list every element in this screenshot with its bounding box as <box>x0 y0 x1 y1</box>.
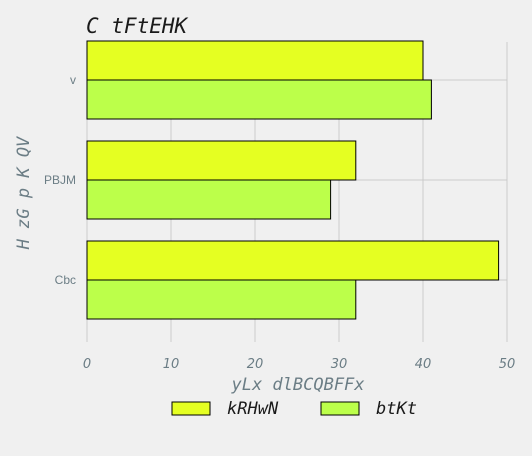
x-tick-label: 50 <box>499 357 516 372</box>
bar-btKt-PBJM <box>87 180 331 219</box>
x-tick-label: 0 <box>83 357 91 372</box>
legend: kRHwN btKt <box>172 399 417 419</box>
legend-swatch-kRHwN <box>172 402 210 415</box>
x-tick-label: 40 <box>415 357 432 372</box>
bar-kRHwN-v <box>87 41 423 80</box>
legend-label-btKt: btKt <box>376 399 417 419</box>
x-tick-labels: 0 10 20 30 40 50 <box>83 357 515 372</box>
x-tick-label: 10 <box>163 357 180 372</box>
y-tick-label: v <box>70 73 76 87</box>
bar-kRHwN-PBJM <box>87 141 356 180</box>
chart-title: C tFtEHK <box>86 14 189 38</box>
x-tick-label: 30 <box>331 357 348 372</box>
x-axis-label: yLx dlBCQBFFx <box>230 375 365 395</box>
bar-kRHwN-Cbc <box>87 241 499 280</box>
x-tick-label: 20 <box>247 357 264 372</box>
legend-label-kRHwN: kRHwN <box>227 399 279 419</box>
y-tick-labels: v PBJM Cbc <box>44 73 76 287</box>
bar-btKt-v <box>87 80 431 119</box>
y-axis-label: H zG p K QV <box>14 136 34 250</box>
y-tick-label: Cbc <box>55 273 76 287</box>
legend-swatch-btKt <box>321 402 359 415</box>
bar-btKt-Cbc <box>87 280 356 319</box>
y-tick-label: PBJM <box>44 173 76 187</box>
